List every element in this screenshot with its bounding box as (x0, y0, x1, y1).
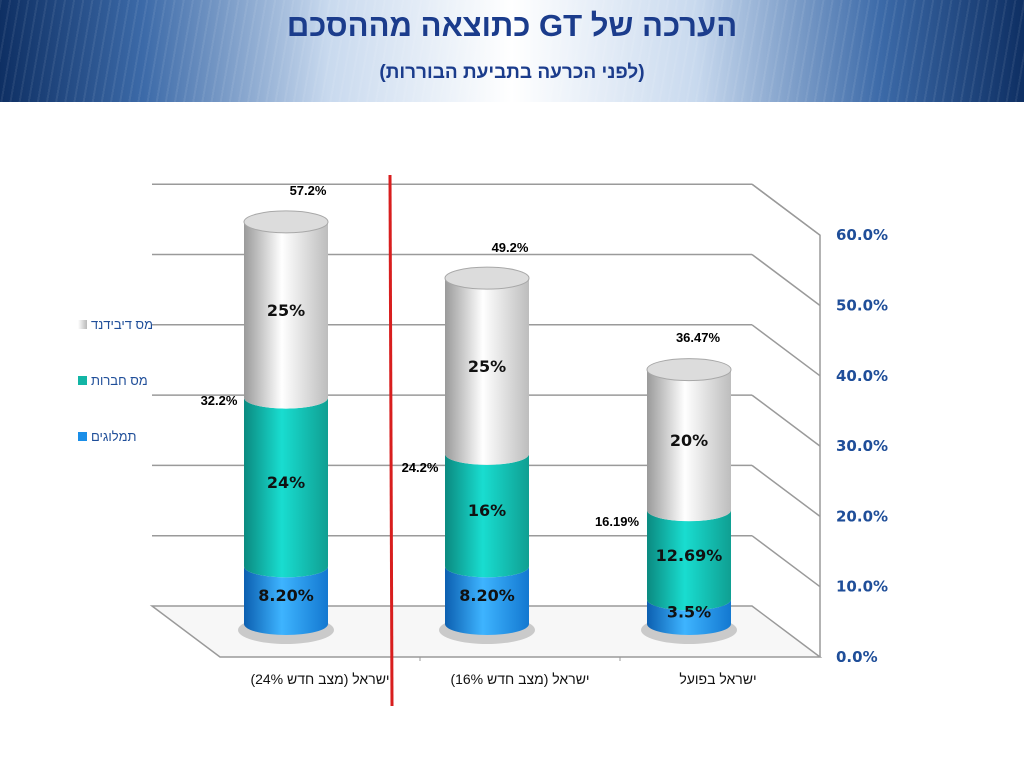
bar-segment (445, 566, 529, 635)
legend-swatch (78, 376, 87, 386)
bar-segment (244, 397, 328, 578)
data-label: 25% (267, 301, 305, 320)
bar-segment (647, 510, 731, 611)
gridline (751, 253, 821, 307)
gridline (751, 324, 821, 377)
bar-cap (444, 266, 530, 290)
bar-segment (647, 599, 731, 635)
data-label: 20% (670, 431, 708, 450)
y-tick-label: 50.0% (836, 297, 888, 315)
legend-label: מס חברות (91, 373, 148, 389)
header-banner (0, 0, 1024, 102)
y-tick-label: 60.0% (836, 226, 888, 244)
bar-cap (646, 358, 732, 382)
gridline (751, 535, 821, 588)
separator-line (388, 174, 394, 707)
data-label: 8.20% (258, 586, 314, 605)
page-title: הערכה של GT כתוצאה מההסכם (286, 8, 738, 43)
y-tick-label: 20.0% (836, 507, 888, 525)
total-label: 57.2% (290, 183, 327, 198)
gridline (751, 464, 821, 518)
bar-segment (244, 566, 328, 635)
legend-label: תמלוגים (91, 429, 137, 445)
data-label: 12.69% (656, 546, 723, 565)
data-label: 24% (267, 473, 305, 492)
subtotal-label: 16.19% (595, 514, 640, 529)
category-label: ישראל (מצב חדש 24%) (250, 671, 389, 687)
y-tick-label: 40.0% (836, 367, 888, 385)
bar-segment (445, 278, 529, 465)
legend-swatch (78, 432, 87, 442)
data-label: 25% (468, 357, 506, 376)
total-label: 36.47% (676, 330, 721, 345)
legend-item-dividend-tax: מס דיבידנד (78, 316, 153, 334)
data-label: 16% (468, 501, 506, 520)
total-label: 49.2% (492, 240, 529, 255)
y-tick-label: 10.0% (836, 578, 888, 596)
y-tick-label: 0.0% (836, 648, 878, 666)
page-subtitle: (לפני הכרעה בתביעת הבוררות) (379, 62, 645, 83)
gridline (751, 183, 821, 236)
bar-segment (445, 453, 529, 578)
legend-swatch (78, 320, 87, 330)
data-label: 8.20% (459, 586, 515, 605)
category-label: ישראל בפועל (679, 671, 756, 687)
legend-item-royalties: תמלוגים (78, 428, 136, 446)
bar-cap (243, 210, 329, 234)
y-tick-label: 30.0% (836, 437, 888, 455)
gridline (751, 394, 821, 447)
data-label: 3.5% (667, 603, 711, 622)
bar-segment (647, 369, 731, 522)
category-label: ישראל (מצב חדש 16%) (450, 671, 589, 687)
subtotal-label: 32.2% (201, 393, 238, 408)
subtotal-label: 24.2% (402, 460, 439, 475)
bar-segment (244, 221, 328, 409)
legend-item-corporate-tax: מס חברות (78, 372, 148, 390)
legend-label: מס דיבידנד (91, 317, 154, 333)
